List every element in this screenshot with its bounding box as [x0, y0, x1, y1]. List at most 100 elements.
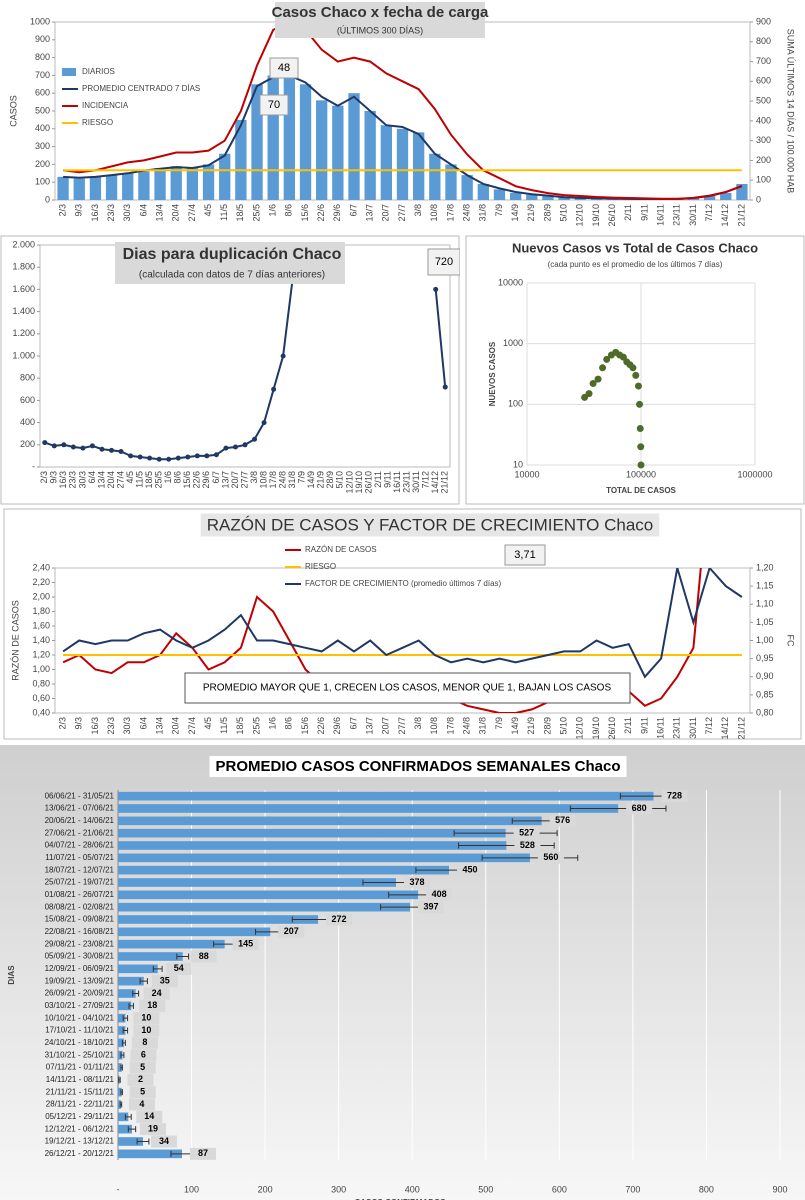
value-label-box [129, 1061, 156, 1074]
y-tick-label: 1.800 [12, 262, 35, 272]
x-tick-label: 19/10 [591, 717, 601, 740]
annotation: 720 [435, 256, 453, 268]
y2-tick-label: 1,00 [756, 635, 774, 645]
error-bar [122, 1027, 129, 1034]
x-tick-label: 13/7 [365, 204, 375, 222]
x-tick-label: 18/5 [235, 204, 245, 222]
x-tick-label: 20/4 [106, 471, 116, 489]
y2-tick-label: 0 [756, 194, 761, 204]
annotation: 3,71 [514, 549, 535, 561]
value-label: 87 [198, 1148, 208, 1158]
value-label: 272 [332, 914, 347, 924]
value-label: 19 [148, 1124, 158, 1134]
panel-border [465, 235, 805, 505]
y-tick-label: 1000 [30, 16, 50, 26]
y-tick-label: 15/08/21 - 09/08/21 [45, 915, 115, 924]
value-label-box [537, 851, 564, 864]
bar [122, 173, 134, 200]
bar [251, 84, 263, 200]
x-tick-label: 100000 [626, 469, 656, 479]
error-bar [176, 953, 190, 960]
y-tick-label: 2.000 [12, 239, 35, 249]
y-tick-label: 1000 [503, 338, 523, 348]
x-tick-label: 16/11 [655, 717, 665, 739]
title-box [200, 513, 660, 537]
bar [118, 952, 183, 961]
y2-tick-label: 900 [756, 16, 771, 26]
x-tick-label: 5/10 [335, 471, 345, 489]
bar [118, 927, 271, 937]
y2-tick-label: 1,20 [756, 562, 774, 572]
bar [703, 195, 716, 200]
chart-title: PROMEDIO CASOS CONFIRMADOS SEMANALES Cha… [215, 758, 620, 775]
line-series [44, 278, 447, 461]
value-label-box [136, 1110, 163, 1123]
y-tick-label: 1.000 [12, 350, 35, 360]
y-tick-label: 03/10/21 - 27/09/21 [45, 1001, 115, 1010]
x-tick-label: 400 [405, 1184, 420, 1194]
x-tick-label: 14/12 [720, 204, 730, 227]
x-tick-label: 17/8 [268, 471, 278, 489]
y-tick-label: 31/10/21 - 25/10/21 [45, 1050, 115, 1059]
x-tick-label: 10/8 [429, 717, 439, 735]
x-tick-label: 700 [625, 1184, 640, 1194]
x-tick-label: 21/9 [526, 204, 536, 222]
y-tick-label: 21/11/21 - 15/11/21 [46, 1087, 115, 1096]
bar [316, 100, 328, 200]
x-tick-label: 6/7 [348, 717, 358, 730]
y-axis-label: NUEVOS CASOS [488, 341, 497, 406]
y-tick-label: 13/06/21 - 07/06/21 [45, 804, 115, 813]
point [61, 442, 67, 448]
x-tick-label: 9/11 [382, 471, 392, 488]
bar [118, 915, 319, 924]
y-tick-label: 0,60 [32, 693, 50, 703]
y-tick-label: 500 [35, 105, 50, 115]
value-label: 576 [555, 815, 570, 825]
y-tick-label: 400 [20, 417, 35, 427]
point [137, 454, 143, 460]
x-tick-label: 13/4 [154, 204, 164, 222]
bar [73, 178, 85, 200]
x-tick-label: 16/11 [392, 471, 402, 493]
bar [118, 791, 654, 801]
error-bar [121, 1039, 126, 1046]
x-axis-label: TOTAL DE CASOS [606, 486, 676, 495]
x-tick-label: 26/10 [607, 204, 617, 227]
value-label-box [143, 987, 170, 1000]
y2-tick-label: 500 [756, 95, 771, 105]
value-label: 6 [141, 1050, 146, 1060]
value-label-box [418, 901, 445, 914]
note: PROMEDIO MAYOR QUE 1, CRECEN LOS CASOS, … [203, 683, 612, 694]
value-label: 24 [152, 988, 162, 998]
bar [477, 183, 489, 200]
y-tick-label: 05/09/21 - 30/08/21 [45, 952, 115, 961]
bar [118, 1001, 132, 1011]
y2-tick-label: 0,85 [756, 689, 774, 699]
y-tick-label: 19/12/21 - 13/12/21 [45, 1137, 115, 1146]
error-bar [136, 1138, 150, 1145]
y-tick-label: 2,20 [32, 577, 50, 587]
point [261, 420, 267, 426]
y2-tick-label: 800 [756, 36, 771, 46]
point [280, 353, 286, 359]
legend-label: FACTOR DE CRECIMIENTO (promedio últimos … [305, 579, 502, 588]
y-tick-label: 100 [35, 177, 50, 187]
value-label: 34 [159, 1136, 169, 1146]
bar [574, 197, 586, 200]
x-tick-label: 19/10 [354, 471, 364, 494]
title-box [209, 755, 627, 777]
x-tick-label: 31/8 [478, 717, 488, 735]
title-box [115, 242, 345, 284]
x-tick-label: 3/8 [249, 471, 259, 484]
point [213, 452, 219, 458]
x-tick-label: 23/11 [672, 204, 682, 226]
x-tick-label: 9/3 [74, 717, 84, 730]
x-tick-label: 27/7 [397, 717, 407, 735]
y-tick-label: 12/09/21 - 06/09/21 [45, 964, 115, 973]
x-tick-label: 23/3 [68, 471, 78, 489]
value-label: 728 [667, 791, 682, 801]
point [232, 444, 238, 450]
x-tick-label: 1/6 [268, 204, 278, 217]
x-tick-label: 3/8 [413, 717, 423, 730]
x-tick-label: 15/6 [300, 204, 310, 222]
